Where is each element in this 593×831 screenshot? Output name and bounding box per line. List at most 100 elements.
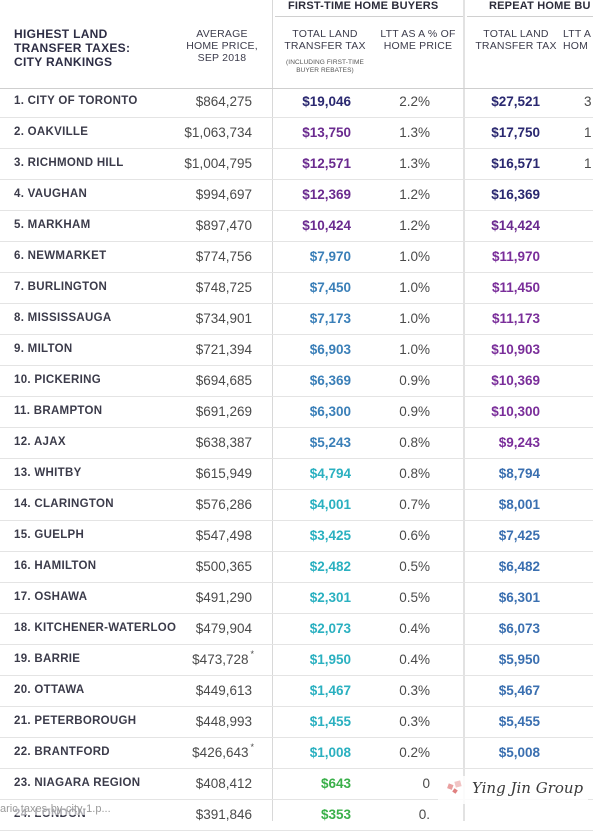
ltt-first-time: $6,903 [309, 342, 351, 357]
table-header: HIGHEST LAND TRANSFER TAXES: CITY RANKIN… [0, 0, 593, 89]
city-name: 6. NEWMARKET [14, 250, 107, 262]
ltt-pct-repeat [584, 458, 593, 489]
ltt-pct-first-time: 1.0% [399, 311, 430, 326]
ltt-pct-first-time: 0.8% [399, 435, 430, 450]
avg-home-price-value: $638,387 [195, 435, 252, 450]
avg-home-price: $734,901 [166, 303, 254, 334]
ltt-pct-repeat [584, 427, 593, 458]
avg-home-price: $615,949 [166, 458, 254, 489]
ltt-pct-repeat [584, 303, 593, 334]
ltt-first-time: $4,794 [309, 466, 351, 481]
avg-home-price: $449,613 [166, 675, 254, 706]
city-name: 5. MARKHAM [14, 219, 91, 231]
table-row: 18. KITCHENER-WATERLOO $479,904 $2,073 0.4%… [0, 613, 593, 645]
ltt-first-time: $12,369 [302, 187, 351, 202]
city-name: 4. VAUGHAN [14, 188, 88, 200]
avg-home-price-value: $864,275 [195, 94, 252, 109]
ltt-pct-first-time: 1.0% [399, 249, 430, 264]
avg-home-price: $1,004,795 [166, 148, 254, 179]
avg-home-price-value: $994,697 [195, 187, 252, 202]
ltt-repeat: $10,903 [491, 342, 540, 357]
ltt-repeat: $11,970 [491, 249, 540, 264]
city-name: 14. CLARINGTON [14, 498, 114, 510]
avg-home-price: $864,275 [166, 86, 254, 117]
table-row: 19. BARRIE $473,728 * $1,950 0.4% $5,950 [0, 644, 593, 676]
avg-home-price-value: $694,685 [195, 373, 252, 388]
group-underline-first-time [275, 16, 464, 17]
ltt-repeat: $10,300 [491, 404, 540, 419]
city-name: 17. OSHAWA [14, 591, 88, 603]
avg-home-price-value: $479,904 [195, 621, 252, 636]
ltt-repeat: $16,571 [491, 156, 540, 171]
watermark-logo-icon [447, 780, 462, 794]
avg-home-price: $391,846 [166, 799, 254, 830]
ltt-repeat: $7,425 [498, 528, 540, 543]
ltt-first-time: $19,046 [302, 94, 351, 109]
ltt-first-time: $2,073 [309, 621, 351, 636]
avg-home-price: $448,993 [166, 706, 254, 737]
table-row: 10. PICKERING $694,685 $6,369 0.9% $10,369 [0, 365, 593, 397]
watermark-text: Ying Jin Group [472, 779, 584, 797]
city-name: 13. WHITBY [14, 467, 82, 479]
ltt-pct-first-time: 0.4% [399, 652, 430, 667]
ltt-repeat: $9,243 [498, 435, 540, 450]
ltt-repeat: $8,001 [498, 497, 540, 512]
city-name: 20. OTTAWA [14, 684, 85, 696]
ltt-repeat: $27,521 [491, 94, 540, 109]
avg-home-price-value: $721,394 [195, 342, 252, 357]
table-row: 1. CITY OF TORONTO $864,275 $19,046 2.2% $27… [0, 86, 593, 118]
ltt-repeat: $8,794 [498, 466, 540, 481]
header-ltt-rebate-note: (INCLUDING FIRST-TIME BUYER REBATES) [286, 59, 364, 74]
avg-home-price-value: $774,756 [195, 249, 252, 264]
ltt-pct-first-time: 1.2% [399, 187, 430, 202]
avg-home-price: $426,643 * [166, 737, 254, 768]
ltt-first-time: $10,424 [302, 218, 351, 233]
ltt-pct-first-time: 0.9% [399, 373, 430, 388]
avg-home-price-value: $408,412 [195, 776, 252, 791]
avg-home-price: $994,697 [166, 179, 254, 210]
ltt-pct-repeat [584, 210, 593, 241]
ltt-pct-repeat [584, 520, 593, 551]
ltt-first-time: $1,467 [309, 683, 351, 698]
city-name: 21. PETERBOROUGH [14, 715, 137, 727]
table-row: 7. BURLINGTON $748,725 $7,450 1.0% $11,450 [0, 272, 593, 304]
header-ltt-first-time: TOTAL LAND TRANSFER TAX [284, 28, 366, 52]
table-row: 12. AJAX $638,387 $5,243 0.8% $9,243 [0, 427, 593, 459]
table-row: 11. BRAMPTON $691,269 $6,300 0.9% $10,300 [0, 396, 593, 428]
table-row: 21. PETERBOROUGH $448,993 $1,455 0.3% $5,455 [0, 706, 593, 738]
ltt-first-time: $353 [320, 807, 351, 822]
avg-home-price-value: $615,949 [195, 466, 252, 481]
ltt-pct-repeat [584, 334, 593, 365]
header-avg-price: AVERAGE HOME PRICE, SEP 2018 [186, 28, 258, 64]
table-row: 14. CLARINGTON $576,286 $4,001 0.7% $8,001 [0, 489, 593, 521]
avg-home-price: $748,725 [166, 272, 254, 303]
avg-home-price: $774,756 [166, 241, 254, 272]
ltt-first-time: $1,950 [309, 652, 351, 667]
ltt-repeat: $5,950 [498, 652, 540, 667]
city-name: 15. GUELPH [14, 529, 85, 541]
avg-home-price: $479,904 [166, 613, 254, 644]
ltt-pct-first-time: 2.2% [399, 94, 430, 109]
ltt-repeat: $6,073 [498, 621, 540, 636]
city-name: 3. RICHMOND HILL [14, 157, 124, 169]
ltt-pct-first-time: 0.5% [399, 559, 430, 574]
ltt-first-time: $643 [320, 776, 351, 791]
ltt-pct-first-time: 0.9% [399, 404, 430, 419]
ltt-repeat: $11,450 [491, 280, 540, 295]
avg-home-price: $638,387 [166, 427, 254, 458]
group-first-time-buyers: FIRST-TIME HOME BUYERS [288, 0, 439, 12]
header-pct-first-time: LTT AS A % OF HOME PRICE [380, 28, 456, 52]
avg-home-price-value: $691,269 [195, 404, 252, 419]
ltt-first-time: $7,450 [309, 280, 351, 295]
footnote-marker: * [250, 649, 254, 659]
avg-home-price-value: $1,063,734 [184, 125, 252, 140]
ltt-pct-first-time: 0.7% [399, 497, 430, 512]
ltt-pct-first-time: 1.2% [399, 218, 430, 233]
table-row: 16. HAMILTON $500,365 $2,482 0.5% $6,482 [0, 551, 593, 583]
table-row: 6. NEWMARKET $774,756 $7,970 1.0% $11,970 [0, 241, 593, 273]
ltt-pct-repeat [584, 706, 593, 737]
city-name: 11. BRAMPTON [14, 405, 103, 417]
city-name: 12. AJAX [14, 436, 66, 448]
ltt-pct-first-time: 0.5% [399, 590, 430, 605]
ltt-repeat: $14,424 [491, 218, 540, 233]
